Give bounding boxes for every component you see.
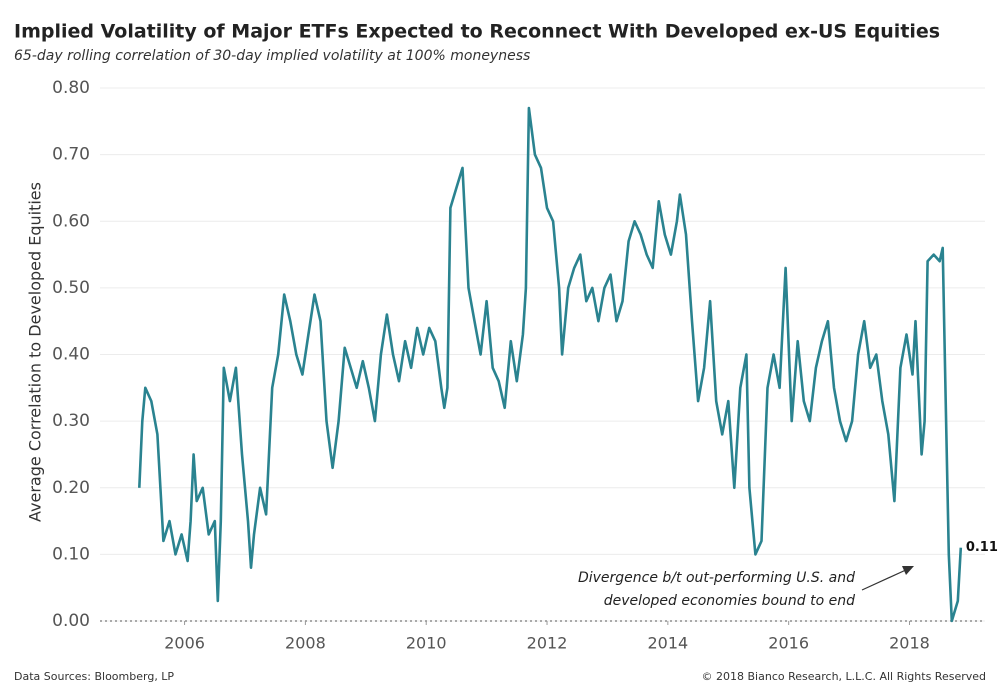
y-tick-label: 0.20	[52, 478, 90, 498]
x-tick-label: 2018	[889, 634, 930, 653]
arrow-head	[902, 566, 914, 575]
y-tick-label: 0.40	[52, 345, 90, 365]
source: Data Sources: Bloomberg, LP	[14, 670, 174, 683]
annotation-arrow	[861, 568, 909, 591]
x-tick-label: 2014	[647, 634, 688, 653]
chart-title: Implied Volatility of Major ETFs Expecte…	[14, 21, 940, 43]
x-tick-label: 2016	[768, 634, 809, 653]
annotation: Divergence b/t out-performing U.S. and	[578, 570, 855, 586]
y-tick-label: 0.80	[52, 78, 90, 98]
x-tick-label: 2006	[164, 634, 205, 653]
y-tick-label: 0.00	[52, 611, 90, 631]
y-tick-label: 0.50	[52, 278, 90, 298]
line-series	[138, 106, 963, 623]
x-tick-label: 2010	[406, 634, 447, 653]
x-tick-label: 2012	[527, 634, 568, 653]
y-tick-label: 0.30	[52, 411, 90, 431]
x-tick-label: 2008	[285, 634, 326, 653]
annotation: developed economies bound to end	[604, 593, 855, 609]
y-tick-label: 0.70	[52, 145, 90, 165]
chart-subtitle: 65-day rolling correlation of 30-day imp…	[14, 48, 530, 64]
y-tick-label: 0.60	[52, 211, 90, 231]
end-value-label: 0.11	[966, 540, 998, 555]
y-tick-label: 0.10	[52, 544, 90, 564]
y-axis-label: Average Correlation to Developed Equitie…	[26, 182, 45, 522]
copyright: © 2018 Bianco Research, L.L.C. All Right…	[702, 670, 986, 683]
